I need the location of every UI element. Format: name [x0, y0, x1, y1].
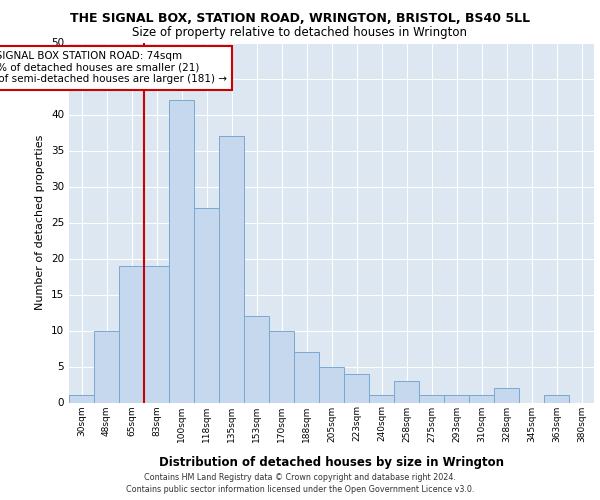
Text: THE SIGNAL BOX, STATION ROAD, WRINGTON, BRISTOL, BS40 5LL: THE SIGNAL BOX, STATION ROAD, WRINGTON, … — [70, 12, 530, 26]
Y-axis label: Number of detached properties: Number of detached properties — [35, 135, 46, 310]
Text: Size of property relative to detached houses in Wrington: Size of property relative to detached ho… — [133, 26, 467, 39]
Bar — [319, 366, 344, 402]
Bar — [144, 266, 169, 402]
Bar — [69, 396, 94, 402]
Text: Contains HM Land Registry data © Crown copyright and database right 2024.
Contai: Contains HM Land Registry data © Crown c… — [126, 472, 474, 494]
Bar — [494, 388, 519, 402]
Bar — [344, 374, 369, 402]
Bar — [419, 396, 444, 402]
Bar — [244, 316, 269, 402]
Bar — [169, 100, 194, 402]
Bar — [194, 208, 219, 402]
Bar — [119, 266, 144, 402]
Bar — [469, 396, 494, 402]
X-axis label: Distribution of detached houses by size in Wrington: Distribution of detached houses by size … — [159, 456, 504, 468]
Bar — [444, 396, 469, 402]
Text: THE SIGNAL BOX STATION ROAD: 74sqm
← 10% of detached houses are smaller (21)
90%: THE SIGNAL BOX STATION ROAD: 74sqm ← 10%… — [0, 51, 227, 84]
Bar — [544, 396, 569, 402]
Bar — [219, 136, 244, 402]
Bar — [269, 330, 294, 402]
Bar — [394, 381, 419, 402]
Bar — [294, 352, 319, 403]
Bar — [369, 396, 394, 402]
Bar — [94, 330, 119, 402]
